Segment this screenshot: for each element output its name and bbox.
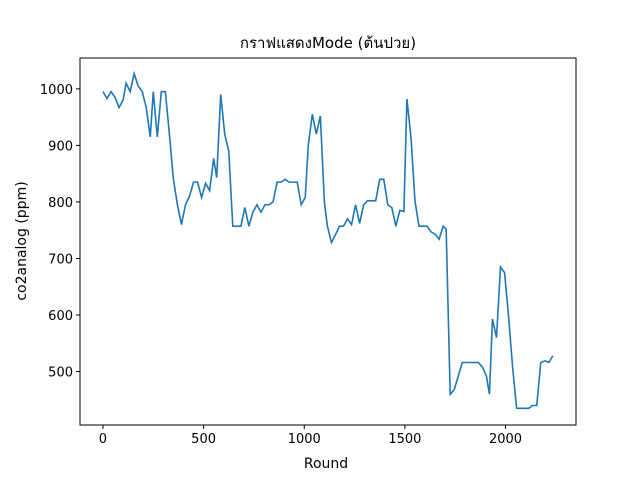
y-axis-label: co2analog (ppm)	[14, 181, 30, 300]
y-tick-label: 900	[48, 139, 73, 154]
x-tick-label: 1000	[288, 432, 321, 447]
plot-frame	[79, 57, 577, 426]
chart-title: กราฟแสดงMode (ต้นปวย)	[240, 34, 416, 52]
y-tick-label: 800	[48, 196, 73, 211]
x-tick-label: 2000	[489, 432, 522, 447]
x-tick-label: 500	[191, 432, 216, 447]
y-tick-label: 700	[48, 252, 73, 267]
x-tick-label: 1500	[388, 432, 421, 447]
data-line	[102, 70, 554, 410]
x-axis-label: Round	[304, 456, 348, 472]
y-tick-label: 600	[48, 309, 73, 324]
y-tick-label: 1000	[40, 83, 73, 98]
x-tick-label: 0	[99, 432, 107, 447]
y-tick-label: 500	[48, 366, 73, 381]
